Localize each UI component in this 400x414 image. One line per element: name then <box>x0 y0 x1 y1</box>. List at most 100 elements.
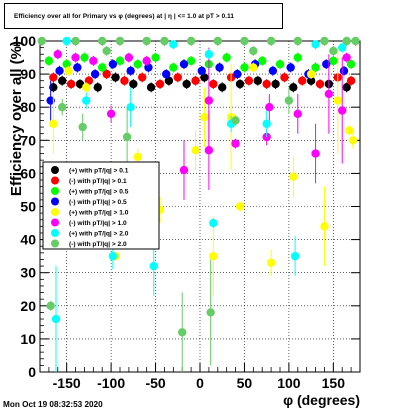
data-point <box>182 79 191 89</box>
timestamp: Mon Oct 19 08:32:53 2020 <box>3 400 103 409</box>
y-tick-label: 90 <box>20 66 36 82</box>
data-point <box>191 76 200 85</box>
legend-entry: (-) with pT/|q| > 0.5 <box>69 199 127 206</box>
data-point <box>55 66 64 75</box>
data-point <box>290 251 300 261</box>
data-point <box>115 36 125 46</box>
legend-entry: (+) with pT/|q| > 1.0 <box>69 210 129 217</box>
x-tick-label: -150 <box>53 375 81 391</box>
data-point <box>82 83 91 92</box>
data-point <box>197 66 206 75</box>
data-point <box>37 36 46 46</box>
data-point <box>126 103 135 112</box>
data-point <box>200 112 209 122</box>
data-point <box>320 36 329 46</box>
data-point <box>115 56 125 66</box>
y-tick-label: 10 <box>20 331 36 347</box>
legend-marker <box>51 187 59 195</box>
data-point <box>311 149 320 158</box>
data-point <box>345 126 354 135</box>
data-point <box>133 152 142 162</box>
data-point <box>311 40 320 49</box>
data-point <box>240 36 249 46</box>
data-point <box>58 76 67 85</box>
data-point <box>338 106 347 115</box>
data-point <box>124 53 134 62</box>
series-7 <box>37 36 360 372</box>
data-point <box>62 36 71 46</box>
data-point <box>142 36 151 46</box>
y-tick-label: 20 <box>20 298 36 314</box>
data-point <box>324 89 334 99</box>
data-point <box>346 76 356 85</box>
data-point <box>222 53 231 62</box>
data-point <box>75 79 85 89</box>
x-tick-label: 100 <box>277 375 301 391</box>
y-axis-label: Efficiency over all (%) <box>8 41 25 196</box>
data-point <box>298 76 307 85</box>
x-tick-label: 150 <box>322 375 346 391</box>
data-point <box>346 59 356 69</box>
data-point <box>329 46 338 56</box>
data-point <box>249 46 258 56</box>
data-point <box>122 132 132 142</box>
legend-marker <box>51 197 59 206</box>
data-point <box>146 83 156 92</box>
data-point <box>289 83 298 92</box>
data-point <box>265 103 274 112</box>
data-point <box>200 73 209 82</box>
legend-entry: (+) with pT/|q| > 0.1 <box>69 168 129 175</box>
data-point <box>244 76 254 85</box>
series-2 <box>44 52 356 73</box>
data-point <box>204 50 214 59</box>
data-point <box>240 63 249 72</box>
data-point <box>275 59 285 69</box>
data-point <box>306 76 316 85</box>
legend-marker <box>51 218 59 227</box>
data-point <box>98 36 107 46</box>
data-point <box>235 79 245 89</box>
data-point <box>280 73 289 82</box>
data-point <box>322 59 331 69</box>
data-point <box>78 122 87 132</box>
x-tick-label: 50 <box>237 375 253 391</box>
data-point <box>178 328 187 337</box>
data-point <box>258 56 267 66</box>
legend-entry: (-) with pT/|q| > 0.1 <box>69 178 127 185</box>
data-point <box>120 76 129 85</box>
data-point <box>266 258 276 267</box>
data-point <box>315 79 325 89</box>
series-6 <box>51 36 347 372</box>
y-tick-label: 30 <box>20 265 36 281</box>
data-point <box>206 308 215 317</box>
data-point <box>233 69 242 79</box>
data-point <box>66 79 76 89</box>
data-point <box>71 36 80 46</box>
data-point <box>333 96 342 105</box>
data-point <box>213 36 222 46</box>
legend-marker <box>51 239 59 248</box>
data-point <box>342 83 351 92</box>
data-point <box>108 59 118 69</box>
data-point <box>231 139 240 148</box>
data-point <box>164 76 174 85</box>
legend-marker <box>51 229 59 237</box>
data-point <box>93 83 102 92</box>
data-point <box>138 73 147 82</box>
y-tick-label: 50 <box>20 199 36 215</box>
data-point <box>51 314 61 324</box>
legend-entry: (+) with pT/|q| > 0.5 <box>69 189 129 196</box>
data-point <box>289 172 298 181</box>
data-point <box>102 69 111 79</box>
x-tick-label: -100 <box>97 375 125 391</box>
data-point <box>98 63 107 72</box>
data-point <box>155 79 165 89</box>
data-point <box>306 69 316 79</box>
series-0 <box>49 72 351 93</box>
legend-marker <box>51 208 59 216</box>
series-1 <box>49 69 356 89</box>
series-5 <box>53 47 351 200</box>
chart-title-box: Efficiency over all for Primary vs φ (de… <box>4 3 283 29</box>
data-point <box>235 202 245 211</box>
